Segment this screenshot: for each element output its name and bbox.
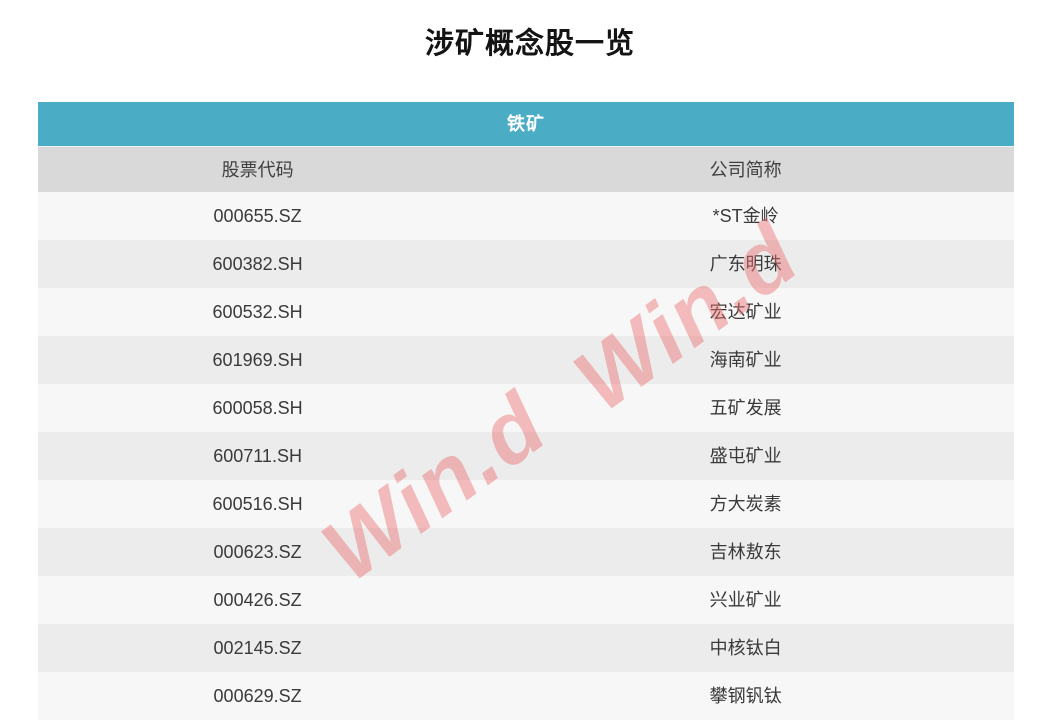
company-name-cell: 宏达矿业 (709, 302, 782, 322)
stock-code-cell: 600058.SH (212, 398, 303, 418)
company-name-cell: 海南矿业 (709, 350, 782, 370)
company-name-cell: 方大炭素 (709, 494, 782, 514)
company-name-cell: 广东明珠 (709, 254, 782, 274)
column-header-company-name: 公司简称 (709, 160, 782, 180)
table-body: 000655.SZ *ST金岭 600382.SH 广东明珠 600532.SH… (38, 192, 1014, 720)
column-header-stock-code: 股票代码 (221, 160, 294, 180)
table-row: 600382.SH 广东明珠 (38, 240, 1014, 288)
stock-code-cell: 601969.SH (212, 350, 303, 370)
stock-code-cell: 002145.SZ (213, 638, 302, 658)
page-title: 涉矿概念股一览 (424, 28, 635, 60)
stock-table: 铁矿 股票代码 公司简称 000655.SZ *ST金岭 600382.SH 广… (38, 102, 1014, 720)
stock-code-cell: 000426.SZ (213, 590, 302, 610)
stock-code-cell: 600382.SH (212, 254, 303, 274)
stock-code-cell: 000623.SZ (213, 542, 302, 562)
company-name-cell: *ST金岭 (712, 206, 779, 226)
table-row: 600532.SH 宏达矿业 (38, 288, 1014, 336)
column-header-row: 股票代码 公司简称 (38, 146, 1014, 192)
table-row: 000426.SZ 兴业矿业 (38, 576, 1014, 624)
table-row: 600711.SH 盛屯矿业 (38, 432, 1014, 480)
company-name-cell: 五矿发展 (709, 398, 782, 418)
company-name-cell: 兴业矿业 (709, 590, 782, 610)
company-name-cell: 盛屯矿业 (709, 446, 782, 466)
table-row: 002145.SZ 中核钛白 (38, 624, 1014, 672)
table-row: 600516.SH 方大炭素 (38, 480, 1014, 528)
company-name-cell: 中核钛白 (709, 638, 782, 658)
table-row: 000623.SZ 吉林敖东 (38, 528, 1014, 576)
stock-code-cell: 600711.SH (213, 446, 302, 466)
table-row: 601969.SH 海南矿业 (38, 336, 1014, 384)
table-row: 600058.SH 五矿发展 (38, 384, 1014, 432)
company-name-cell: 吉林敖东 (709, 542, 782, 562)
stock-code-cell: 600516.SH (212, 494, 303, 514)
stock-code-cell: 000655.SZ (213, 206, 302, 226)
table-row: 000629.SZ 攀钢钒钛 (38, 672, 1014, 720)
table-group-header: 铁矿 (38, 102, 1014, 146)
company-name-cell: 攀钢钒钛 (709, 686, 782, 706)
stock-code-cell: 000629.SZ (213, 686, 302, 706)
stock-code-cell: 600532.SH (212, 302, 303, 322)
table-row: 000655.SZ *ST金岭 (38, 192, 1014, 240)
